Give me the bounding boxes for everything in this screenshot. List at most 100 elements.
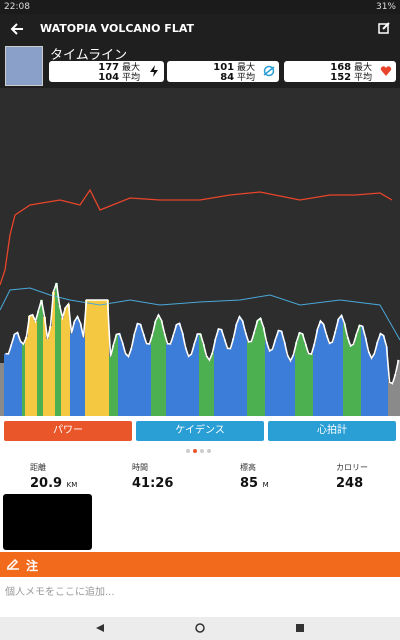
power-bar xyxy=(280,331,283,416)
power-bar xyxy=(388,382,391,416)
power-bar xyxy=(262,327,265,416)
power-bar xyxy=(214,338,217,416)
stat-value: 20.9 xyxy=(30,476,63,491)
power-bar xyxy=(31,314,34,416)
power-line xyxy=(5,282,400,385)
power-bar xyxy=(169,343,172,416)
power-bar xyxy=(193,343,196,416)
power-bar xyxy=(370,358,373,416)
power-bar xyxy=(367,351,370,416)
power-bar xyxy=(292,354,295,416)
power-bar xyxy=(397,359,400,416)
power-bar xyxy=(340,315,343,416)
power-bar xyxy=(0,363,4,416)
power-bar xyxy=(133,333,136,416)
power-bar xyxy=(301,333,304,416)
tab-heart-rate[interactable]: 心拍計 xyxy=(268,421,396,441)
power-bar xyxy=(307,353,310,416)
power-bar xyxy=(160,320,163,416)
power-bar xyxy=(334,330,337,416)
tab-cadence[interactable]: ケイデンス xyxy=(136,421,264,441)
stat-value: 85 xyxy=(240,476,259,491)
power-bar xyxy=(391,383,394,416)
power-bar xyxy=(55,283,58,416)
power-bar xyxy=(352,344,355,416)
edit-button[interactable] xyxy=(378,22,390,34)
label: 最大 xyxy=(236,63,255,73)
power-bars xyxy=(0,283,400,416)
power-bar xyxy=(196,333,199,416)
nav-recent[interactable] xyxy=(295,623,305,633)
power-bar xyxy=(298,332,301,416)
power-bar xyxy=(316,329,319,416)
power-bar xyxy=(175,324,178,416)
cadence-line xyxy=(0,287,400,341)
power-bar xyxy=(52,291,55,416)
nav-home[interactable] xyxy=(195,623,205,633)
power-bar xyxy=(244,332,247,416)
power-bar xyxy=(4,353,7,416)
power-bar xyxy=(346,336,349,416)
label: 最大 xyxy=(121,63,140,73)
power-bar xyxy=(232,338,235,416)
avatar[interactable] xyxy=(5,46,43,86)
power-bar xyxy=(190,353,193,416)
power-bar xyxy=(157,315,160,416)
power-bar xyxy=(130,348,133,416)
timeline-title: タイムライン xyxy=(50,48,128,63)
power-bar xyxy=(337,318,340,416)
stat-label: 標高 xyxy=(240,463,256,472)
power-icon xyxy=(150,65,158,77)
nav-back[interactable] xyxy=(95,623,105,633)
power-bar xyxy=(379,333,382,416)
power-bar xyxy=(319,321,322,416)
stat-unit: KM xyxy=(66,481,78,489)
power-bar xyxy=(148,344,151,416)
label: 最大 xyxy=(353,63,372,73)
power-bar xyxy=(382,335,385,416)
map-thumbnail[interactable] xyxy=(3,494,92,550)
stat: 時間 41:26 xyxy=(132,462,173,491)
stat-unit: M xyxy=(262,481,269,489)
power-bar xyxy=(85,300,88,416)
power-bar xyxy=(361,326,364,416)
stat-label: 時間 xyxy=(132,463,148,472)
value: 152 xyxy=(330,72,352,83)
power-bar xyxy=(238,316,241,416)
power-bar xyxy=(265,341,268,416)
power-bar xyxy=(10,344,13,416)
power-bar xyxy=(46,338,49,416)
power-bar xyxy=(286,355,289,416)
power-bar xyxy=(376,341,379,416)
power-bar xyxy=(178,323,181,416)
power-bar xyxy=(25,336,28,416)
power-bar xyxy=(208,360,211,416)
power-bar xyxy=(268,350,271,416)
power-bar xyxy=(310,354,313,416)
power-bar xyxy=(163,333,166,416)
back-button[interactable] xyxy=(10,22,24,36)
power-bar xyxy=(127,356,130,416)
power-bar xyxy=(145,343,148,416)
power-bar xyxy=(172,334,175,416)
power-bar xyxy=(289,360,292,416)
tab-power[interactable]: パワー xyxy=(4,421,132,441)
power-bar xyxy=(253,331,256,416)
power-bar xyxy=(91,300,94,416)
power-bar xyxy=(61,317,64,416)
power-bar xyxy=(295,342,298,416)
power-card: 177 最大 104 平均 xyxy=(49,61,164,83)
power-bar xyxy=(313,343,316,416)
power-bar xyxy=(322,324,325,416)
power-bar xyxy=(100,300,103,416)
power-bar xyxy=(271,349,274,416)
page-dots xyxy=(186,449,211,453)
power-bar xyxy=(373,353,376,416)
notes-title: 注 xyxy=(26,559,39,573)
value: 168 xyxy=(330,62,352,73)
power-bar xyxy=(139,324,142,416)
power-bar xyxy=(49,326,52,416)
notes-input[interactable]: 個人メモをここに追加... xyxy=(5,587,115,598)
note-icon xyxy=(7,559,19,570)
title: WATOPIA VOLCANO FLAT xyxy=(40,22,194,35)
